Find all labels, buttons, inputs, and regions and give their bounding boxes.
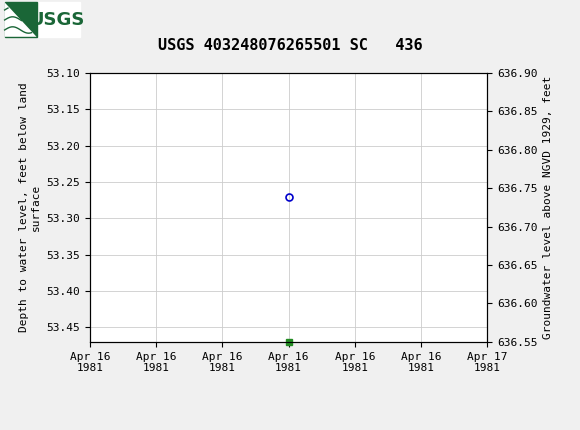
FancyBboxPatch shape <box>5 3 80 37</box>
Legend: Period of approved data: Period of approved data <box>186 429 392 430</box>
FancyBboxPatch shape <box>5 3 37 37</box>
Y-axis label: Groundwater level above NGVD 1929, feet: Groundwater level above NGVD 1929, feet <box>543 76 553 339</box>
Y-axis label: Depth to water level, feet below land
surface: Depth to water level, feet below land su… <box>19 83 41 332</box>
Text: USGS 403248076265501 SC   436: USGS 403248076265501 SC 436 <box>158 38 422 52</box>
Text: USGS: USGS <box>29 11 85 29</box>
Polygon shape <box>5 3 37 37</box>
